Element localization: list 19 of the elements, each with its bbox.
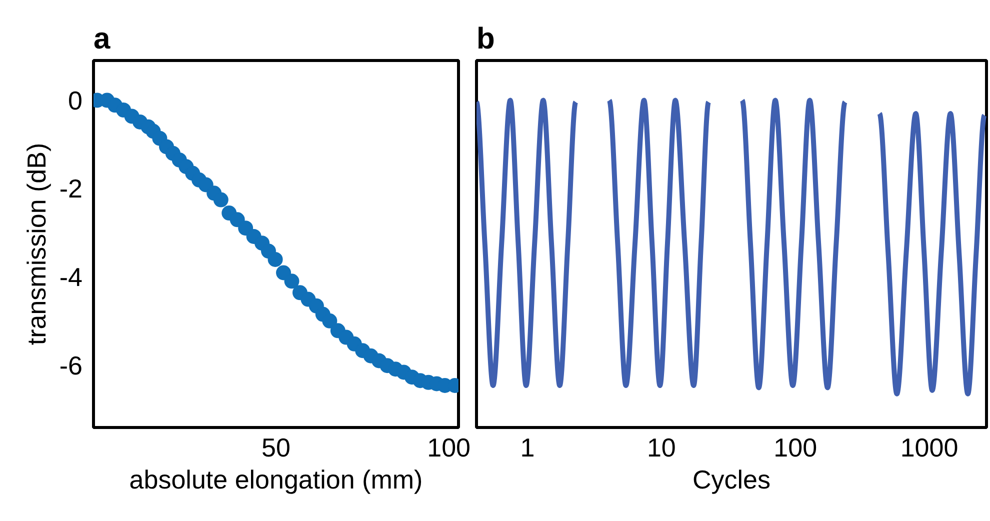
x-tick-label: 1 <box>520 432 535 462</box>
y-tick-label: 0 <box>68 85 83 116</box>
x-tick-label: 1000 <box>900 432 958 462</box>
y-tick-label: -4 <box>59 262 83 292</box>
x-tick-label: 100 <box>427 432 471 462</box>
y-tick-label: -6 <box>59 350 83 381</box>
point <box>213 192 228 208</box>
x-tick-label: 100 <box>774 432 818 462</box>
y-axis-title: transmission (dB) <box>21 142 52 346</box>
x-tick-label: 10 <box>646 432 676 462</box>
chart-title: a <box>94 22 110 56</box>
x-axis-title: Cycles <box>692 464 771 494</box>
point <box>322 313 338 328</box>
x-tick-label: 50 <box>262 432 290 462</box>
x-axis-title: absolute elongation (mm) <box>129 464 423 494</box>
point <box>268 252 283 267</box>
point <box>284 274 300 289</box>
y-tick-label: -2 <box>59 174 83 204</box>
chart-title: b <box>476 22 495 56</box>
